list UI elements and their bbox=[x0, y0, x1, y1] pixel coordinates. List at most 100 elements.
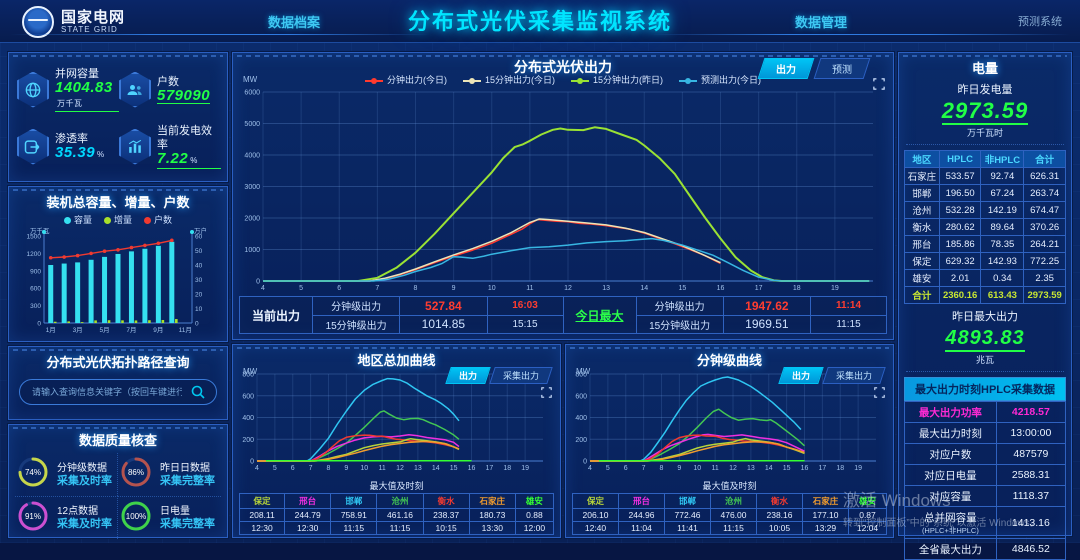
city-name: 石家庄 bbox=[802, 493, 849, 509]
svg-text:11: 11 bbox=[378, 465, 385, 472]
output-toggle-button-0[interactable]: 出力 bbox=[757, 58, 815, 79]
hplc-header-cell: 合计 bbox=[1023, 150, 1066, 168]
svg-text:8: 8 bbox=[327, 465, 331, 472]
city-max-time: 11:15 bbox=[376, 521, 424, 535]
legend-marker-icon bbox=[364, 77, 383, 84]
data-quality-panel: 数据质量核查 74% 分钟级数据 采集及时率 86% 昨日日数据 采集完整率 91% 12… bbox=[8, 424, 228, 539]
city-max-value: 238.16 bbox=[756, 508, 803, 522]
city-max-value: 238.37 bbox=[422, 508, 470, 522]
hplc-cell: 532.28 bbox=[938, 201, 982, 219]
topology-search-panel: 分布式光伏拓扑路径查询 bbox=[8, 346, 228, 420]
quality-item-1: 86% 昨日日数据 采集完整率 bbox=[118, 453, 221, 496]
hplc-header-cell: HPLC bbox=[938, 150, 982, 168]
svg-text:7: 7 bbox=[309, 465, 313, 472]
stat-value: 35.39% bbox=[55, 143, 105, 161]
hplc-cell: 2.35 bbox=[1023, 269, 1066, 287]
svg-text:1200: 1200 bbox=[27, 251, 42, 258]
svg-text:10: 10 bbox=[195, 306, 203, 313]
svg-text:13: 13 bbox=[747, 465, 755, 472]
svg-text:1500: 1500 bbox=[27, 234, 42, 241]
legend-dot-icon bbox=[63, 217, 71, 225]
city-max-value: 772.46 bbox=[664, 508, 711, 522]
svg-text:1000: 1000 bbox=[244, 247, 260, 254]
minute-curve-title: 分钟级曲线 bbox=[696, 353, 762, 368]
city-name: 邯郸 bbox=[330, 493, 378, 509]
fullscreen-icon[interactable] bbox=[541, 385, 552, 403]
svg-text:14: 14 bbox=[432, 465, 440, 472]
svg-text:400: 400 bbox=[242, 415, 254, 422]
svg-text:19: 19 bbox=[854, 465, 862, 472]
detail-value: 1118.37 bbox=[995, 485, 1067, 507]
svg-text:800: 800 bbox=[242, 372, 254, 379]
current-name: 分钟级出力 bbox=[313, 297, 400, 316]
pv-output-legend: 分钟出力(今日) 15分钟出力(今日) 15分钟出力(昨日) 预测出力(今日) bbox=[233, 73, 893, 86]
search-input[interactable] bbox=[30, 386, 184, 398]
svg-text:18: 18 bbox=[793, 285, 801, 292]
svg-text:17: 17 bbox=[755, 285, 763, 292]
detail-value: 487579 bbox=[995, 443, 1067, 465]
legend-dot-icon bbox=[103, 217, 111, 225]
pv-output-panel: 分布式光伏出力 出力 预测 分钟出力(今日) 15分钟出力(今日) 15分钟出力(昨日… bbox=[232, 52, 894, 340]
fullscreen-icon[interactable] bbox=[874, 385, 885, 403]
hplc-cell: 92.74 bbox=[980, 167, 1025, 185]
svg-text:200: 200 bbox=[242, 437, 254, 444]
hplc-cell: 185.86 bbox=[938, 235, 982, 253]
region-toggle-button-0[interactable]: 出力 bbox=[445, 367, 491, 384]
svg-text:5: 5 bbox=[299, 285, 303, 292]
globe-icon bbox=[17, 71, 49, 108]
y-axis-unit: MW bbox=[576, 367, 591, 376]
minute-value-row: 206.10 244.96 772.46 476.00 238.16 177.10 0.87 bbox=[572, 508, 887, 522]
hplc-row-0: 石家庄 533.57 92.74 626.31 bbox=[904, 167, 1066, 185]
quality-item-name: 日电量 bbox=[160, 506, 190, 517]
city-max-time: 11:15 bbox=[330, 521, 378, 535]
current-time: 16:03 bbox=[487, 297, 563, 316]
nav-forecast-system[interactable]: 预测系统 bbox=[1018, 16, 1062, 28]
detail-label: 最大出力功率 bbox=[904, 401, 997, 423]
svg-text:6: 6 bbox=[337, 285, 341, 292]
svg-text:11月: 11月 bbox=[179, 326, 192, 334]
city-max-value: 244.79 bbox=[284, 508, 332, 522]
today-max-link[interactable]: 今日最大 bbox=[575, 308, 624, 323]
quality-item-name: 分钟级数据 bbox=[57, 462, 107, 474]
svg-text:74%: 74% bbox=[25, 468, 41, 477]
search-icon[interactable] bbox=[190, 384, 206, 400]
hplc-cell: 2973.59 bbox=[1023, 286, 1066, 304]
hplc-cell: 石家庄 bbox=[904, 167, 940, 185]
fullscreen-icon[interactable] bbox=[873, 77, 885, 95]
svg-text:10: 10 bbox=[488, 285, 496, 292]
svg-text:19: 19 bbox=[831, 285, 839, 292]
quality-item-name: 12点数据 bbox=[57, 506, 99, 517]
hplc-cell: 263.74 bbox=[1023, 184, 1066, 202]
quality-item-metric: 采集完整率 bbox=[160, 518, 215, 530]
output-toggle-button-1[interactable]: 预测 bbox=[813, 58, 871, 79]
region-toggle-button-1[interactable]: 采集出力 bbox=[489, 367, 553, 384]
city-max-time: 12:04 bbox=[848, 521, 887, 535]
svg-text:4: 4 bbox=[588, 465, 592, 472]
region-sum-chart: 0 200 400 600 800 4 5 6 7 8 9 10 11 12 13 14 15 16 17 18 19 bbox=[233, 369, 560, 478]
detail-label: 对应容量 bbox=[904, 485, 997, 507]
city-name: 衡水 bbox=[756, 493, 803, 509]
svg-text:9: 9 bbox=[344, 465, 348, 472]
max-value-col: 1947.62 1969.51 bbox=[723, 297, 811, 333]
header-decor-line bbox=[650, 34, 1070, 35]
yesterday-generation-value: 2973.59 bbox=[941, 98, 1029, 125]
svg-text:14: 14 bbox=[640, 285, 648, 292]
minute-toggle-button-0[interactable]: 出力 bbox=[778, 367, 824, 384]
stat-item-0: 并网容量 1404.83万千瓦 bbox=[17, 61, 119, 118]
minute-toggle-button-1[interactable]: 采集出力 bbox=[822, 367, 886, 384]
max-time: 11:15 bbox=[836, 318, 861, 330]
max-value: 1947.62 bbox=[723, 297, 810, 316]
svg-text:万户: 万户 bbox=[194, 226, 207, 235]
region-sum-title: 地区总加曲线 bbox=[357, 353, 436, 368]
legend-item-1: 15分钟出力(今日) bbox=[462, 73, 555, 86]
nav-data-management[interactable]: 数据管理 bbox=[795, 15, 848, 30]
installed-capacity-chart: 0 300 600 900 1200 1500 0 10 20 30 40 50 60 万千瓦 万户 1月 3月… bbox=[9, 226, 227, 343]
nav-data-archive[interactable]: 数据档案 bbox=[268, 15, 321, 30]
quality-ring-icon: 100% bbox=[118, 498, 154, 539]
detail-label: 对应日电量 bbox=[904, 464, 997, 486]
svg-text:91%: 91% bbox=[25, 512, 41, 521]
quality-item-2: 91% 12点数据 采集及时率 bbox=[15, 496, 118, 539]
max-name-col: 分钟级出力 15分钟级出力 bbox=[636, 297, 724, 333]
legend-marker-icon bbox=[462, 77, 481, 84]
minute-curve-chart: 0 200 400 600 800 4 5 6 7 8 9 10 11 12 13 14 15 16 17 18 19 bbox=[566, 369, 893, 478]
